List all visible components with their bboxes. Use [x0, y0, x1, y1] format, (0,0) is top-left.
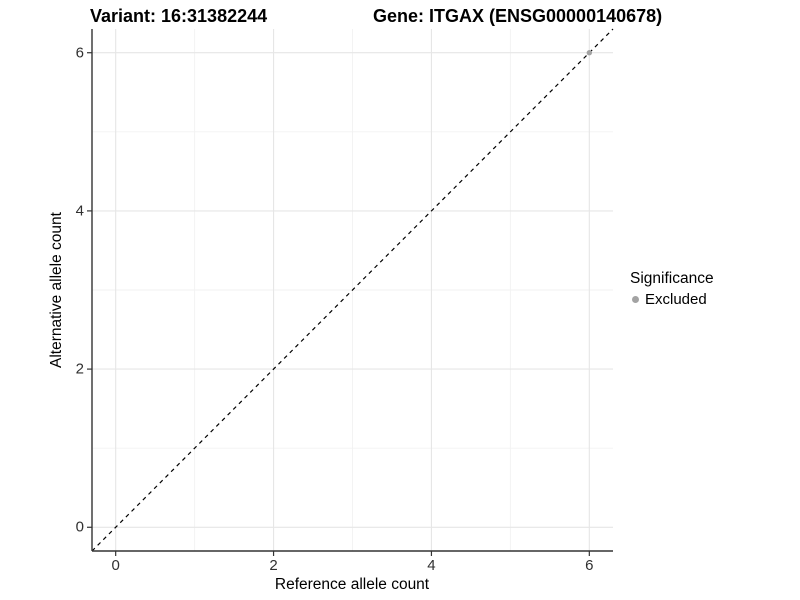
x-tick-label-4: 4 — [427, 557, 436, 574]
identity-reference-line — [91, 28, 614, 552]
x-axis-label: Reference allele count — [274, 576, 430, 593]
y-axis-label: Alternative allele count — [48, 212, 65, 368]
y-tick-label-0: 0 — [75, 518, 84, 536]
legend-entry-excluded: Excluded — [630, 291, 714, 308]
y-tick-label-2: 2 — [75, 360, 84, 378]
legend-point-icon — [632, 296, 639, 303]
y-tick-label-4: 4 — [75, 202, 84, 220]
legend-entry-label: Excluded — [645, 291, 707, 308]
plot-title-variant: Variant: 16:31382244 — [90, 6, 268, 26]
x-tick-label-0: 0 — [111, 557, 120, 574]
legend-title: Significance — [630, 270, 714, 287]
legend: Significance Excluded — [630, 270, 714, 308]
y-tick-label-6: 6 — [75, 44, 84, 62]
data-point-excluded — [586, 50, 593, 56]
x-tick-label-6: 6 — [585, 557, 594, 574]
plot-title-gene: Gene: ITGAX (ENSG00000140678) — [373, 6, 663, 26]
x-tick-label-2: 2 — [269, 557, 278, 574]
